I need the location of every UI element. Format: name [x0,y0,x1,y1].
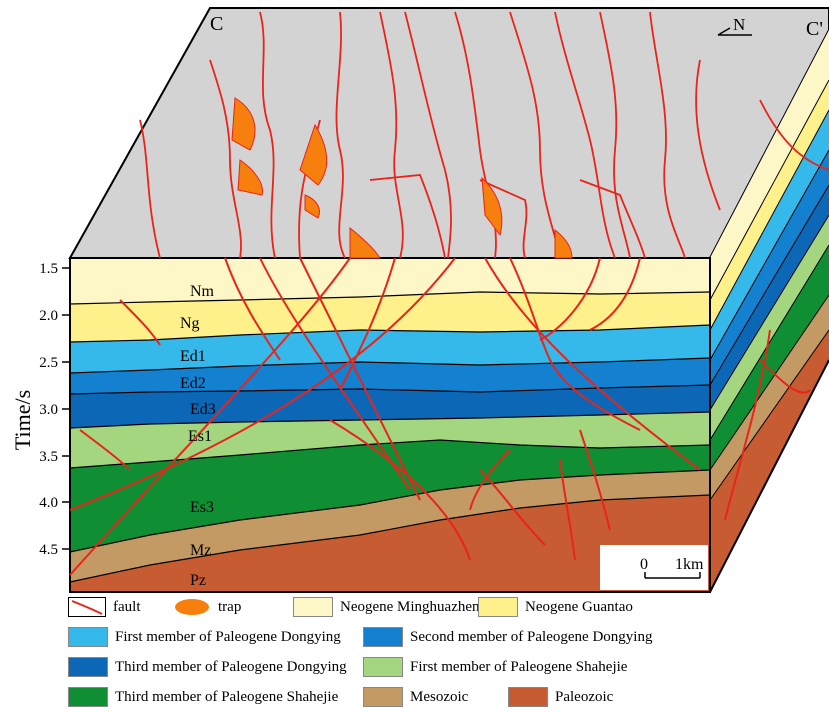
geologic-block-diagram: 1.5 2.0 2.5 3.0 3.5 4.0 4.5 Time/s Nm Ng… [10,7,829,600]
ytick-6: 4.0 [39,495,70,511]
legend-label: fault [113,598,141,615]
unit-labels: Nm Ng Ed1 Ed2 Ed3 Es1 Es3 Mz Pz [180,283,216,589]
unit-label-es3: Es3 [190,499,214,516]
ytick-label-1: 1.5 [39,261,58,277]
legend-label: Third member of Paleogene Shahejie [115,688,339,705]
legend-item: First member of Paleogene Shahejie [363,656,627,678]
unit-label-pz: Pz [190,572,206,589]
scale-bar: 0 1km [640,556,704,579]
legend-label: Paleozoic [555,688,614,705]
scale-start: 0 [640,556,648,573]
layer-paleozoic [70,495,710,592]
legend-label: First member of Paleogene Dongying [115,628,341,645]
front-face [69,257,711,593]
legend-swatch [363,627,403,647]
ytick-5: 3.5 [39,449,70,465]
legend-item: Third member of Paleogene Shahejie [68,686,338,708]
ytick-label-5: 3.5 [39,449,58,465]
legend-swatch [478,597,518,617]
legend-label: Neogene Minghuazhen [340,598,480,615]
unit-label-ed3: Ed3 [190,401,216,418]
legend-item: Second member of Paleogene Dongying [363,626,652,648]
y-axis-title: Time/s [10,390,35,450]
legend-item: First member of Paleogene Dongying [68,626,341,648]
corner-label-right: C' [806,18,823,40]
legend-label: Neogene Guantao [525,598,633,615]
top-surface [68,7,829,259]
north-label: N [733,15,745,34]
legend-item: Mesozoic [363,686,468,708]
legend-item: Paleozoic [508,686,613,708]
scale-box [600,545,708,590]
fault-icon [68,597,106,617]
legend-swatch [363,687,403,707]
north-arrow: N [717,15,752,36]
legend-swatch [68,627,108,647]
legend-swatch [68,657,108,677]
ytick-label-2: 2.0 [39,308,58,324]
ytick-label-6: 4.0 [39,495,58,511]
legend: fault trap Neogene Minghuazhen Neogene Guan… [68,596,768,713]
section-faults [69,257,811,576]
layer-guantao [70,292,710,342]
legend-swatch [363,657,403,677]
ytick-2: 2.0 [39,308,70,324]
ytick-1: 1.5 [39,261,70,277]
legend-label: First member of Paleogene Shahejie [410,658,628,675]
layer-ed3 [70,385,710,428]
legend-item: trap [173,596,241,618]
ytick-7: 4.5 [39,542,70,558]
ytick-label-4: 3.0 [39,402,58,418]
legend-label: Mesozoic [410,688,469,705]
legend-label: trap [218,598,242,615]
legend-swatch [68,687,108,707]
legend-label: Third member of Paleogene Dongying [115,658,347,675]
surface-faults [139,11,829,259]
scale-end: 1km [675,556,704,573]
legend-item: Third member of Paleogene Dongying [68,656,347,678]
ytick-4: 3.0 [39,402,70,418]
unit-label-ng: Ng [180,315,200,332]
legend-swatch [293,597,333,617]
ytick-3: 2.5 [39,355,70,371]
unit-label-es1: Es1 [188,428,212,445]
ytick-label-7: 4.5 [39,542,58,558]
unit-label-ed1: Ed1 [180,348,206,365]
ytick-label-3: 2.5 [39,355,58,371]
unit-label-mz: Mz [190,542,211,559]
legend-item: fault [68,596,141,618]
corner-label-left: C [210,13,223,35]
layer-mesozoic [70,470,710,582]
unit-label-ed2: Ed2 [180,375,206,392]
legend-label: Second member of Paleogene Dongying [410,628,653,645]
legend-item: Neogene Guantao [478,596,633,618]
trap-icon [175,599,209,615]
layer-es3 [70,440,710,552]
traps [231,97,573,259]
legend-swatch [508,687,548,707]
side-face [709,30,829,600]
legend-item: Neogene Minghuazhen [293,596,480,618]
y-axis: 1.5 2.0 2.5 3.0 3.5 4.0 4.5 Time/s [10,261,70,558]
unit-label-nm: Nm [190,283,215,300]
